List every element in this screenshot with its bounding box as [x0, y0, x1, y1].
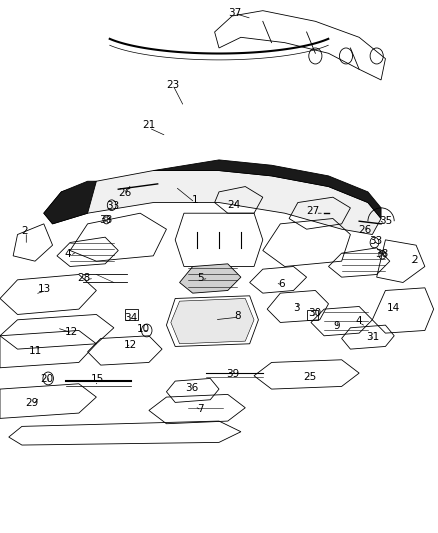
Text: 15: 15 [91, 375, 104, 384]
Text: 3: 3 [293, 303, 300, 312]
Text: 2: 2 [21, 226, 28, 236]
Polygon shape [153, 160, 381, 219]
Polygon shape [180, 264, 241, 293]
Text: 26: 26 [118, 188, 131, 198]
Bar [307, 310, 318, 320]
Text: 23: 23 [166, 80, 180, 90]
Text: 29: 29 [25, 399, 38, 408]
Text: 37: 37 [228, 9, 241, 18]
Text: 13: 13 [38, 285, 51, 294]
Text: 1: 1 [191, 195, 198, 205]
Text: 36: 36 [185, 383, 198, 393]
Text: 12: 12 [64, 327, 78, 336]
Text: 38: 38 [375, 249, 389, 259]
Text: 33: 33 [106, 201, 119, 211]
Text: 4: 4 [64, 249, 71, 259]
Polygon shape [44, 181, 96, 224]
Text: 9: 9 [333, 321, 340, 331]
Text: 4: 4 [355, 316, 362, 326]
Text: 26: 26 [358, 225, 371, 235]
Text: 24: 24 [228, 200, 241, 210]
Polygon shape [171, 298, 254, 344]
Text: 38: 38 [99, 215, 113, 225]
Text: 2: 2 [411, 255, 418, 264]
Text: 11: 11 [29, 346, 42, 356]
Text: 6: 6 [278, 279, 285, 289]
Text: 35: 35 [379, 216, 392, 226]
Text: 10: 10 [137, 325, 150, 334]
Polygon shape [44, 171, 381, 235]
Text: 5: 5 [197, 273, 204, 283]
Text: 39: 39 [226, 369, 240, 379]
Text: 12: 12 [124, 341, 137, 350]
Text: 31: 31 [367, 332, 380, 342]
Text: 21: 21 [142, 120, 155, 130]
Text: 14: 14 [387, 303, 400, 312]
Text: 33: 33 [369, 236, 382, 246]
Text: 25: 25 [304, 372, 317, 382]
Text: 8: 8 [234, 311, 241, 320]
Text: 7: 7 [197, 405, 204, 414]
Text: 27: 27 [307, 206, 320, 215]
Text: 30: 30 [308, 308, 321, 318]
Bar [125, 309, 138, 320]
Text: 28: 28 [78, 273, 91, 283]
Text: 20: 20 [41, 375, 54, 384]
Text: 34: 34 [124, 313, 137, 323]
